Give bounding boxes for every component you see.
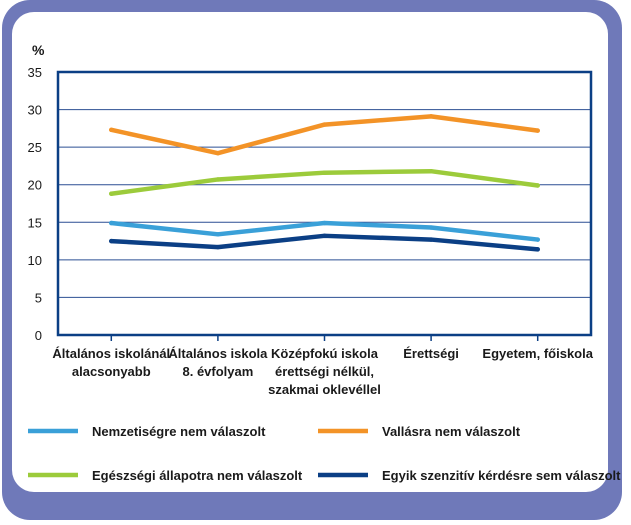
x-category-label: Egyetem, főiskola [482,346,593,361]
y-tick-label: 30 [28,103,42,118]
legend-label: Vallásra nem válaszolt [382,424,521,439]
y-tick-label: 10 [28,253,42,268]
data-point [215,150,221,156]
data-point [428,237,434,242]
data-point [109,127,114,133]
data-point [428,114,434,119]
data-point [535,183,540,188]
data-point [535,247,540,252]
data-point [109,238,114,244]
data-point [215,177,221,182]
legend-label: Egészségi állapotra nem válaszolt [92,468,303,483]
x-category-label: Általános iskola 8. évfolyam [168,346,268,379]
legend-label: Nemzetiségre nem válaszolt [92,424,266,439]
y-axis-unit: % [32,42,45,58]
y-tick-label: 35 [28,65,42,80]
data-point [215,244,221,250]
y-tick-label: 25 [28,140,42,155]
data-point [215,232,221,237]
x-category-label: Középfokú iskola érettségi nélkül, szakmai… [268,346,381,397]
y-tick-label: 20 [28,178,42,193]
data-point [428,168,434,174]
y-tick-label: 0 [35,328,42,343]
data-point [322,122,327,127]
data-point [109,220,114,226]
plot-border [56,70,593,337]
data-point [535,128,540,133]
legend-label: Egyik szenzitív kérdésre sem válaszolt [382,468,621,483]
chart-panel [12,12,608,492]
data-point [109,191,114,196]
data-point [535,237,540,242]
x-category-label: Érettségi [403,346,459,361]
y-tick-label: 15 [28,215,42,230]
data-point [322,233,327,239]
data-point [428,225,434,230]
y-tick-label: 5 [35,290,42,305]
data-point [322,170,327,175]
data-point [322,220,327,226]
x-category-label: Általános iskolánál alacsonyabb [52,346,170,379]
